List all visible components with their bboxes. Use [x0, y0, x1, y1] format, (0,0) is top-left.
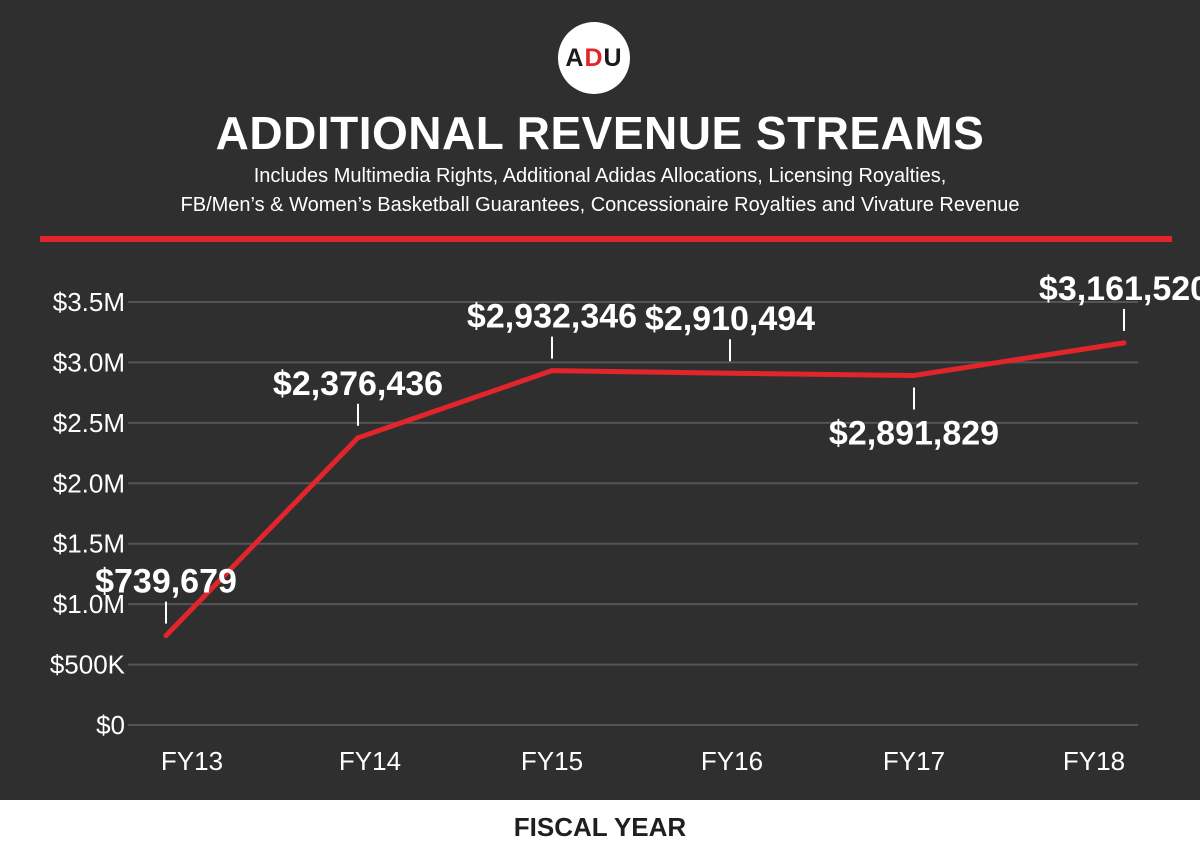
x-tick-label: FY13 [161, 746, 223, 776]
data-point [355, 435, 361, 441]
data-label: $2,376,436 [273, 365, 443, 403]
data-point [727, 370, 733, 376]
y-tick-label: $3.5M [53, 287, 125, 317]
chart-title: ADDITIONAL REVENUE STREAMS [215, 107, 985, 159]
logo-text: ADU [565, 43, 623, 72]
data-label: $2,932,346 [467, 298, 637, 336]
y-tick-label: $2.0M [53, 468, 125, 498]
data-point [549, 368, 555, 374]
y-tick-label: $1.5M [53, 529, 125, 559]
data-point [911, 373, 917, 378]
data-label: $2,910,494 [645, 300, 815, 338]
y-tick-label: $1.0M [53, 589, 125, 619]
data-label: $739,679 [95, 563, 237, 601]
y-tick-label: $3.0M [53, 347, 125, 377]
adu-logo: ADU [558, 22, 630, 94]
chart-panel: ADU ADDITIONAL REVENUE STREAMS Includes … [0, 0, 1200, 800]
chart-subtitle-line1: Includes Multimedia Rights, Additional A… [253, 165, 947, 187]
y-tick-label: $500K [50, 650, 126, 680]
chart-subtitle-line2: FB/Men’s & Women’s Basketball Guarantees… [180, 194, 1020, 216]
data-label: $2,891,829 [829, 415, 999, 453]
data-point [1121, 340, 1127, 346]
title-divider [40, 236, 1172, 242]
series-line [163, 340, 1127, 639]
x-axis-title: FISCAL YEAR [513, 812, 687, 842]
x-tick-label: FY15 [521, 746, 583, 776]
y-tick-label: $0 [96, 710, 125, 740]
line-chart: $0 $500K $1.0M $1.5M $2.0M $2.5M $3.0M $3.5M FY1… [50, 270, 1200, 776]
x-tick-label: FY17 [883, 746, 945, 776]
x-tick-label: FY18 [1063, 746, 1125, 776]
y-tick-label: $2.5M [53, 408, 125, 438]
x-tick-label: FY16 [701, 746, 763, 776]
data-point [163, 633, 169, 639]
data-label: $3,161,520 [1039, 270, 1200, 308]
x-tick-label: FY14 [339, 746, 401, 776]
